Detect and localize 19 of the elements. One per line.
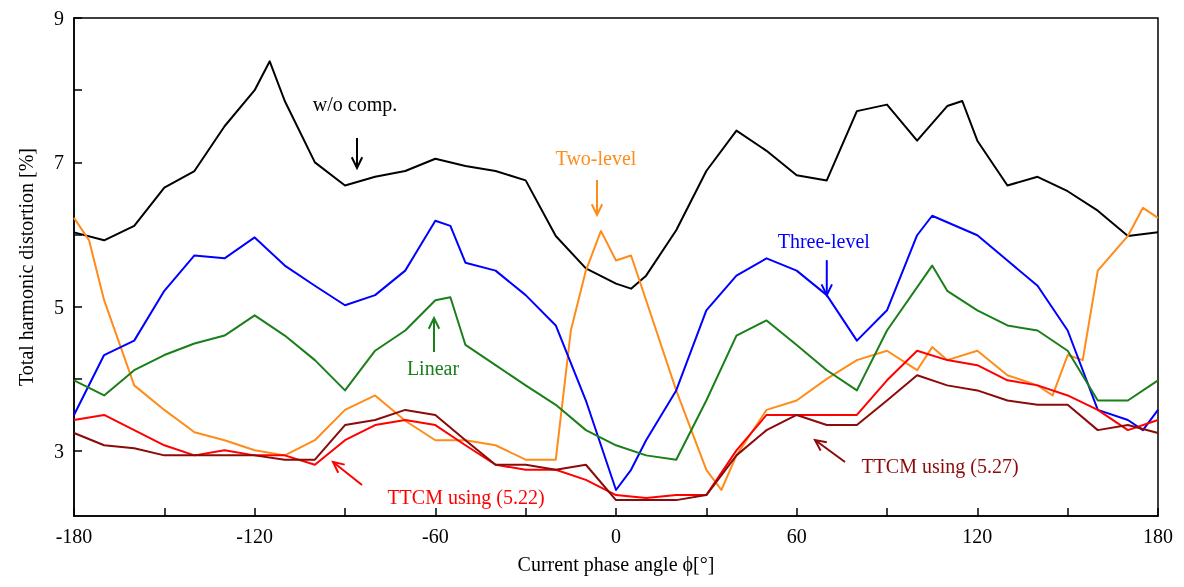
x-tick-label: 60 xyxy=(786,525,807,547)
annotation: Three-level xyxy=(777,230,871,253)
annotation: Two-level xyxy=(555,147,637,169)
annotation: TTCM using (5.22) xyxy=(387,486,545,509)
y-tick-label: 5 xyxy=(54,295,64,318)
x-tick-label: -120 xyxy=(236,525,273,547)
x-tick-label: 120 xyxy=(962,525,993,547)
annotation: Linear xyxy=(406,357,460,379)
annotation: TTCM using (5.27) xyxy=(861,455,1019,478)
x-tick-label: -60 xyxy=(422,525,449,547)
y-tick-label: 9 xyxy=(54,7,64,29)
y-axis-title: Total harmonic distortion [%] xyxy=(15,148,37,386)
x-axis-title: Current phase angle ϕ[°] xyxy=(517,553,715,576)
y-tick-label: 3 xyxy=(54,440,64,463)
x-tick-label: 0 xyxy=(611,525,621,547)
x-tick-label: -180 xyxy=(55,525,93,547)
y-tick-label: 7 xyxy=(54,151,64,174)
annotation: w/o comp. xyxy=(312,93,398,116)
x-tick-label: 180 xyxy=(1143,525,1173,547)
